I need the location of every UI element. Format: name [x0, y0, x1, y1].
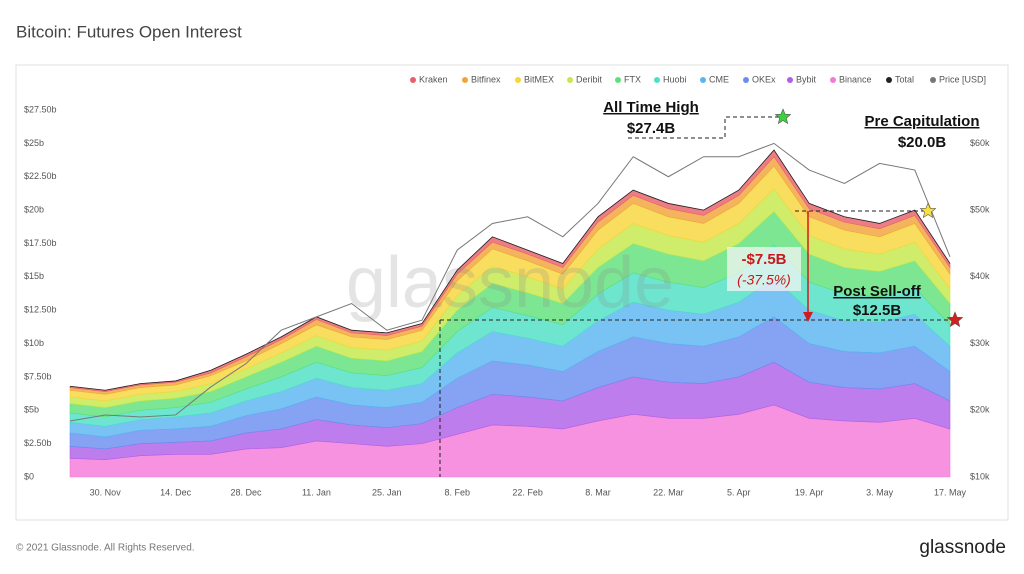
- y2-tick-label: $60k: [970, 138, 990, 148]
- page-title: Bitcoin: Futures Open Interest: [16, 22, 242, 41]
- star-marker: [946, 311, 964, 328]
- legend-label: CME: [709, 74, 729, 84]
- y-tick-label: $17.50b: [24, 238, 57, 248]
- legend-label: Bybit: [796, 74, 817, 84]
- legend-label: Huobi: [663, 74, 687, 84]
- line: [69, 142, 951, 422]
- y2-tick-label: $20k: [970, 405, 990, 415]
- x-tick-label: 17. May: [934, 487, 967, 497]
- star-marker: [919, 202, 937, 219]
- y-tick-label: $22.50b: [24, 171, 57, 181]
- y2-tick-label: $10k: [970, 471, 990, 481]
- legend-swatch: [567, 77, 573, 83]
- legend-swatch: [615, 77, 621, 83]
- legend-swatch: [787, 77, 793, 83]
- x-tick-label: 28. Dec: [230, 487, 262, 497]
- x-tick-label: 22. Mar: [653, 487, 684, 497]
- annotation: $27.4B: [627, 120, 676, 137]
- legend-swatch: [654, 77, 660, 83]
- y-tick-label: $25b: [24, 138, 44, 148]
- copyright: © 2021 Glassnode. All Rights Reserved.: [16, 543, 195, 554]
- drop-box: [727, 247, 801, 291]
- legend-label: Binance: [839, 74, 872, 84]
- y2-tick-label: $30k: [970, 338, 990, 348]
- x-tick-label: 22. Feb: [512, 487, 543, 497]
- drop-arrow-head: [803, 312, 813, 322]
- x-tick-label: 8. Feb: [444, 487, 470, 497]
- x-tick-label: 25. Jan: [372, 487, 402, 497]
- x-tick-label: 19. Apr: [795, 487, 824, 497]
- annotation: $20.0B: [898, 134, 947, 151]
- star-marker: [774, 108, 792, 125]
- legend-label: Bitfinex: [471, 74, 501, 84]
- annotation: Pre Capitulation: [864, 113, 979, 130]
- logo: glassnode: [919, 537, 1006, 558]
- x-tick-label: 3. May: [866, 487, 894, 497]
- x-tick-label: 14. Dec: [160, 487, 192, 497]
- y-tick-label: $10b: [24, 338, 44, 348]
- annotation: Post Sell-off: [833, 283, 922, 300]
- legend-label: Price [USD]: [939, 74, 986, 84]
- x-tick-label: 5. Apr: [727, 487, 751, 497]
- x-tick-label: 11. Jan: [302, 487, 331, 497]
- line: [69, 149, 951, 391]
- y-tick-label: $12.50b: [24, 305, 57, 315]
- y-tick-label: $0: [24, 471, 34, 481]
- x-tick-label: 30. Nov: [90, 487, 122, 497]
- legend-swatch: [930, 77, 936, 83]
- legend-swatch: [700, 77, 706, 83]
- y-tick-label: $2.50b: [24, 438, 52, 448]
- legend-label: Deribit: [576, 74, 603, 84]
- annotation: All Time High: [603, 99, 699, 116]
- ath-guide: [628, 116, 783, 139]
- legend-swatch: [743, 77, 749, 83]
- y-tick-label: $7.50b: [24, 371, 52, 381]
- legend-label: OKEx: [752, 74, 776, 84]
- legend-swatch: [886, 77, 892, 83]
- watermark: glassnode: [346, 243, 674, 323]
- y-tick-label: $15b: [24, 271, 44, 281]
- legend-swatch: [462, 77, 468, 83]
- y2-tick-label: $50k: [970, 204, 990, 214]
- y-tick-label: $20b: [24, 204, 44, 214]
- annotations: All Time High $27.4B Pre Capitulation $2…: [439, 99, 980, 477]
- legend-swatch: [515, 77, 521, 83]
- y-tick-label: $27.50b: [24, 104, 57, 114]
- legend-swatch: [410, 77, 416, 83]
- annotation: $12.5B: [853, 302, 902, 319]
- legend-label: Total: [895, 74, 914, 84]
- y2-tick-label: $40k: [970, 271, 990, 281]
- x-tick-label: 8. Mar: [585, 487, 611, 497]
- annotation: (-37.5%): [737, 272, 791, 288]
- annotation: -$7.5B: [741, 251, 786, 268]
- legend-label: Kraken: [419, 74, 448, 84]
- legend-swatch: [830, 77, 836, 83]
- legend-label: BitMEX: [524, 74, 554, 84]
- y-tick-label: $5b: [24, 405, 39, 415]
- legend-label: FTX: [624, 74, 641, 84]
